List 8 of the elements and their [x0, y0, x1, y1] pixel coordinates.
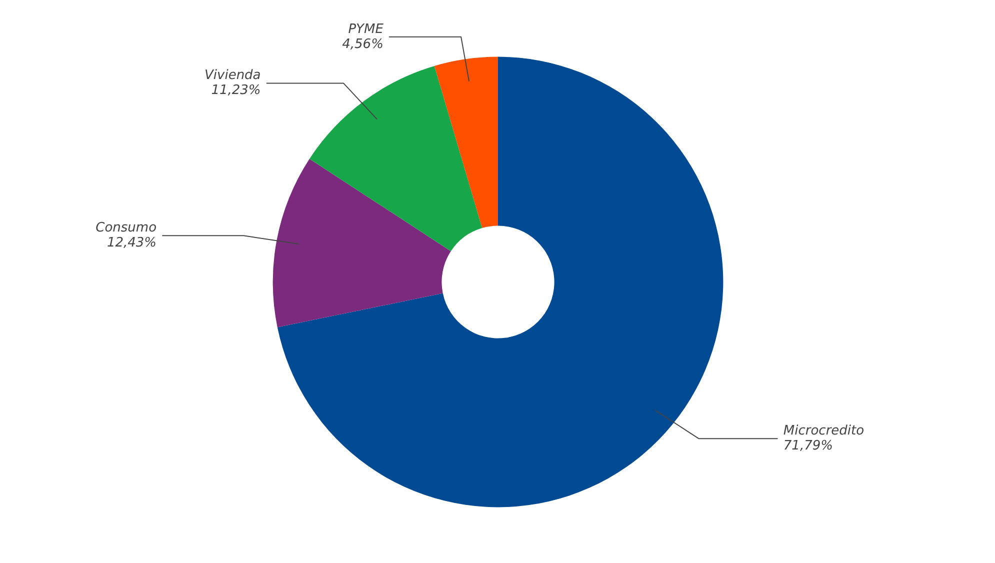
slice-label: Consumo [96, 220, 157, 236]
slice-label: PYME [348, 22, 384, 37]
data-label: 4,56% [342, 36, 384, 52]
data-label: 11,23% [211, 83, 261, 98]
slice-label: Microcredito [783, 424, 864, 439]
data-label: 12,43% [106, 236, 157, 251]
data-label: 71,79% [783, 438, 833, 454]
slice-label: Vivienda [204, 68, 261, 84]
